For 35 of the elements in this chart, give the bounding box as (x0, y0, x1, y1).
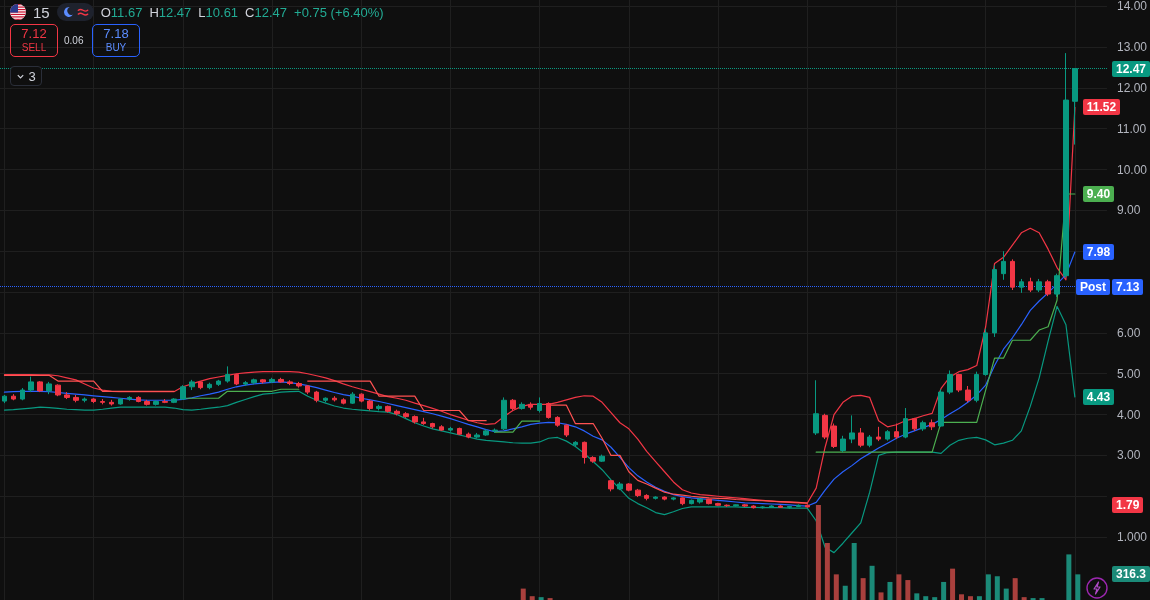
annotation: BUY (105, 42, 127, 54)
annotation: 7.12 (21, 26, 47, 43)
annotation: 3 (28, 68, 36, 84)
text: 1.79 (1112, 497, 1144, 513)
data-label: 11.52 (1082, 99, 1121, 116)
annotation: 7.18 (103, 26, 129, 43)
ref-line-label: 12.47 (1112, 60, 1150, 77)
chart-title: 15 (33, 3, 50, 21)
annotation: H12.47 (149, 4, 192, 20)
y-tick-label: 9.00 (1116, 203, 1141, 218)
y-tick-label: 14.00 (1116, 0, 1148, 14)
y-tick-label: 10.00 (1116, 162, 1148, 177)
y-tick-label: 4.00 (1116, 407, 1141, 422)
y-tick-label: 6.00 (1116, 325, 1141, 340)
data-label: 4.43 (1082, 389, 1115, 405)
annotation: O11.67 (100, 4, 143, 20)
y-tick-label: 5.00 (1116, 366, 1141, 381)
annotation: 0.06 (64, 35, 84, 46)
annotation: C12.47 (245, 4, 288, 20)
buy-button: 7.18 BUY (92, 24, 140, 57)
y-tick-label: 13.00 (1116, 39, 1148, 54)
y-tick-label: 12.00 (1116, 80, 1148, 95)
annotation: L10.61 (198, 4, 239, 20)
text: 316.3 (1112, 566, 1150, 583)
annotation: SELL (21, 42, 47, 54)
y-tick-label: 3.00 (1116, 448, 1141, 463)
data-label: 9.40 (1082, 186, 1115, 202)
collapse-button: 3 (10, 66, 42, 86)
y-tick-label: 1.000 (1116, 530, 1148, 545)
sell-button: 7.12 SELL (10, 24, 58, 57)
ref-line-label: 7.13 (1112, 278, 1144, 295)
annotation: +0.75 (+6.40%) (294, 4, 384, 20)
y-tick-label: 11.00 (1116, 121, 1147, 136)
data-label: 7.98 (1082, 244, 1115, 260)
annotation: Post (1075, 278, 1110, 295)
